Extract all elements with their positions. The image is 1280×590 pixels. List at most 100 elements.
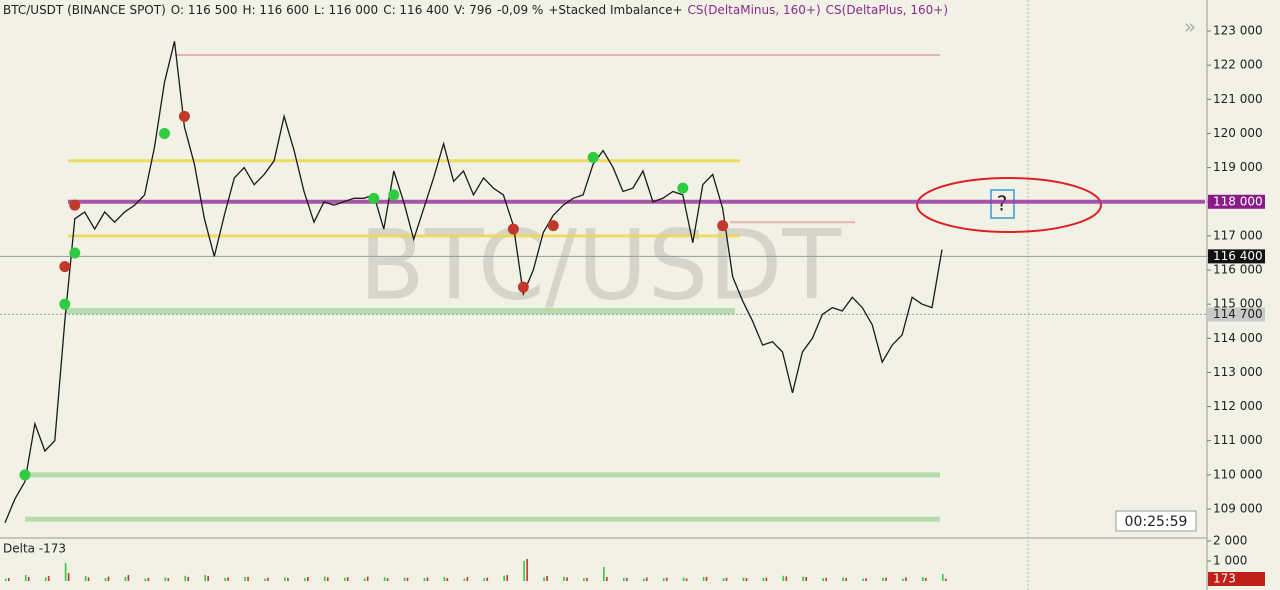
- delta-bar: [27, 577, 30, 581]
- delta-bar: [805, 577, 808, 581]
- signal-dot: [717, 220, 729, 232]
- delta-bar: [423, 578, 426, 581]
- delta-bar: [563, 577, 565, 581]
- delta-bar: [905, 577, 907, 581]
- delta-bar: [466, 577, 469, 581]
- delta-bar: [304, 578, 306, 581]
- delta-bar: [463, 578, 466, 581]
- delta-bar: [84, 576, 87, 581]
- delta-bar: [87, 577, 90, 581]
- price-line-series: [4, 41, 943, 523]
- delta-bar: [945, 578, 947, 581]
- delta-bar: [662, 578, 665, 581]
- delta-title: Delta -173: [3, 542, 66, 556]
- delta-bar: [702, 577, 705, 581]
- signal-dot: [517, 281, 529, 293]
- y-tick-label: 119 000: [1213, 160, 1263, 174]
- delta-bar: [586, 577, 588, 581]
- delta-bar: [264, 578, 266, 581]
- y-tick-label: 120 000: [1213, 126, 1263, 140]
- signal-dot: [547, 220, 559, 232]
- delta-bar: [247, 576, 249, 581]
- delta-badge-label: 173: [1213, 572, 1236, 586]
- signal-dot: [158, 127, 170, 139]
- delta-bar: [307, 577, 309, 581]
- delta-bar: [645, 577, 648, 581]
- delta-bar: [665, 577, 668, 581]
- signal-dot: [59, 261, 71, 273]
- delta-bar: [287, 578, 289, 581]
- signal-dot: [19, 469, 31, 481]
- delta-bar: [606, 577, 608, 581]
- delta-bar: [782, 575, 785, 581]
- question-box: [990, 189, 1015, 219]
- header-item: BTC/USDT (BINANCE SPOT): [3, 3, 166, 17]
- delta-bar: [446, 578, 449, 581]
- delta-bar: [366, 576, 369, 581]
- signal-dot: [178, 110, 190, 122]
- delta-bar: [386, 578, 389, 581]
- delta-bar: [885, 577, 887, 581]
- scroll-icon[interactable]: »: [1184, 15, 1196, 39]
- delta-bar: [227, 577, 229, 581]
- y-tick-label: 122 000: [1213, 58, 1263, 72]
- delta-bar: [104, 578, 107, 581]
- delta-bar: [24, 575, 27, 581]
- delta-bar: [546, 576, 548, 581]
- delta-bar: [583, 578, 585, 581]
- delta-bar: [267, 577, 269, 581]
- price-badge: [1208, 249, 1265, 264]
- header-item: +Stacked Imbalance+: [548, 3, 683, 17]
- header: BTC/USDT (BINANCE SPOT) O: 116 500 H: 116 …: [3, 3, 953, 17]
- signal-dot: [388, 189, 400, 201]
- delta-bar: [224, 578, 226, 581]
- delta-bar: [705, 576, 708, 581]
- delta-bar: [845, 578, 847, 581]
- price-badge: [1208, 307, 1265, 322]
- y-tick-label: 110 000: [1213, 467, 1263, 481]
- header-item: O: 116 500: [170, 3, 238, 17]
- delta-bar: [626, 578, 628, 581]
- delta-bar: [44, 577, 47, 581]
- delta-bar: [426, 577, 429, 581]
- delta-bar: [403, 577, 406, 581]
- delta-bar: [47, 576, 50, 581]
- delta-bar: [284, 577, 286, 581]
- price-badge: [1208, 194, 1265, 209]
- delta-bar: [526, 559, 528, 581]
- y-tick-label: 117 000: [1213, 228, 1263, 242]
- delta-bar: [682, 577, 685, 581]
- y-tick-label: 112 000: [1213, 399, 1263, 413]
- delta-bar: [406, 577, 409, 581]
- price-badge-label: 116 400: [1213, 249, 1263, 263]
- delta-bar: [147, 577, 150, 581]
- delta-bar: [483, 578, 486, 581]
- delta-bar: [204, 575, 206, 581]
- delta-bar: [642, 578, 645, 581]
- delta-bar: [922, 577, 924, 581]
- header-item: CS(DeltaPlus, 160+): [825, 3, 949, 17]
- annotation-ellipse: [916, 177, 1102, 233]
- signal-dot: [69, 199, 81, 211]
- delta-bar: [842, 577, 844, 581]
- delta-bar: [623, 577, 625, 581]
- delta-tick-label: 1 000: [1213, 554, 1247, 568]
- delta-bar: [685, 578, 688, 581]
- delta-bar: [543, 577, 545, 581]
- delta-badge: [1208, 572, 1265, 586]
- delta-bar: [785, 576, 788, 581]
- header-item: CS(DeltaMinus, 160+): [687, 3, 821, 17]
- signal-dot: [507, 223, 519, 235]
- delta-bar: [326, 577, 329, 581]
- header-item: C: 116 400: [383, 3, 450, 17]
- y-tick-label: 109 000: [1213, 502, 1263, 516]
- delta-bar: [67, 573, 70, 581]
- delta-bar: [902, 578, 904, 581]
- price-badge-label: 114 700: [1213, 307, 1263, 321]
- delta-bar: [8, 578, 10, 581]
- delta-bar: [207, 576, 209, 581]
- signal-dot: [69, 247, 81, 259]
- delta-bar: [725, 577, 728, 581]
- y-tick-label: 114 000: [1213, 331, 1263, 345]
- header-item: -0,09 %: [497, 3, 544, 17]
